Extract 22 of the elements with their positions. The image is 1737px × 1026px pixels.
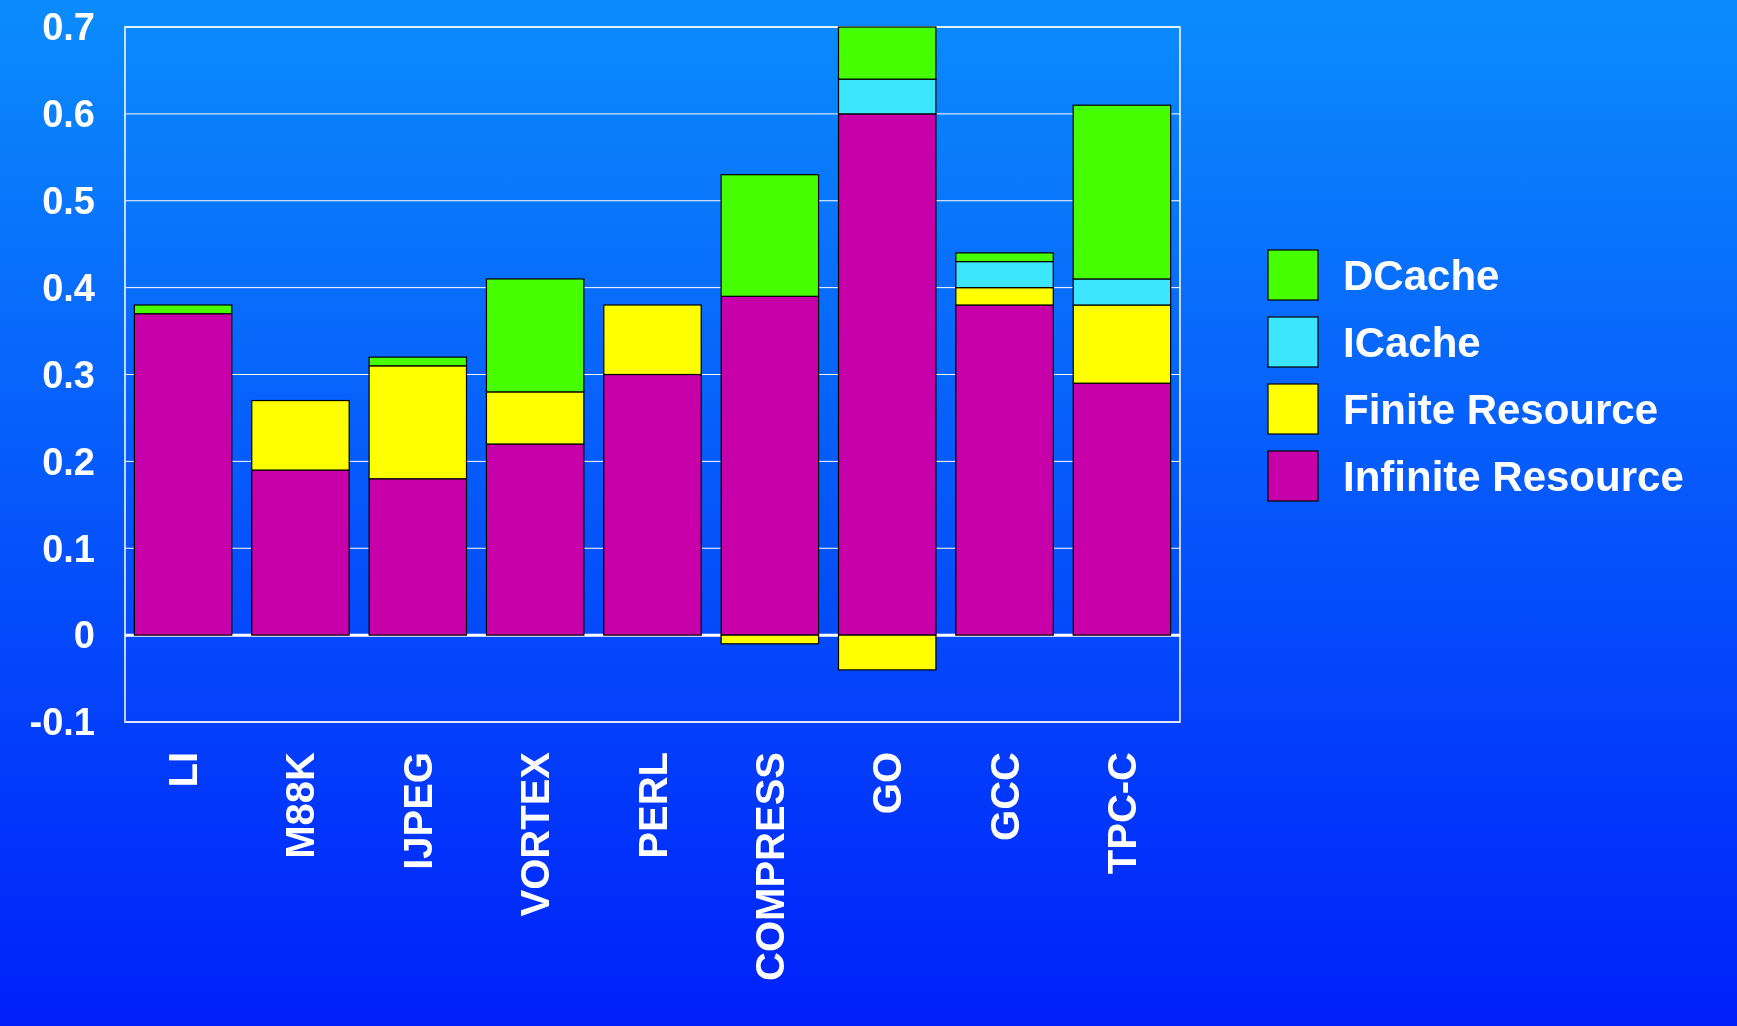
y-tick-label: 0.6 [42, 93, 95, 136]
legend-label: DCache [1343, 251, 1500, 299]
y-tick-label: -0.1 [29, 701, 95, 744]
y-tick-label: 0.1 [42, 527, 95, 570]
x-tick-label: COMPRESS [747, 752, 792, 981]
x-tick-label: M88K [278, 751, 323, 859]
y-tick-label: 0.4 [42, 266, 95, 309]
y-tick-label: 0.5 [42, 180, 95, 223]
x-tick-label: GCC [982, 752, 1027, 841]
x-tick-label: PERL [630, 752, 675, 859]
legend-label: Infinite Resource [1343, 452, 1684, 500]
y-tick-label: 0.7 [42, 6, 95, 49]
x-tick-label: TPC-C [1099, 752, 1144, 875]
legend-label: ICache [1343, 318, 1481, 366]
y-tick-label: 0.3 [42, 353, 95, 396]
x-tick-label: VORTEX [513, 751, 558, 917]
x-tick-label: IJPEG [395, 752, 440, 870]
x-tick-label: LI [161, 752, 206, 788]
legend-label: Finite Resource [1343, 385, 1659, 433]
y-tick-label: 0.2 [42, 440, 95, 483]
x-tick-label: GO [865, 752, 910, 815]
y-tick-label: 0 [73, 614, 95, 657]
